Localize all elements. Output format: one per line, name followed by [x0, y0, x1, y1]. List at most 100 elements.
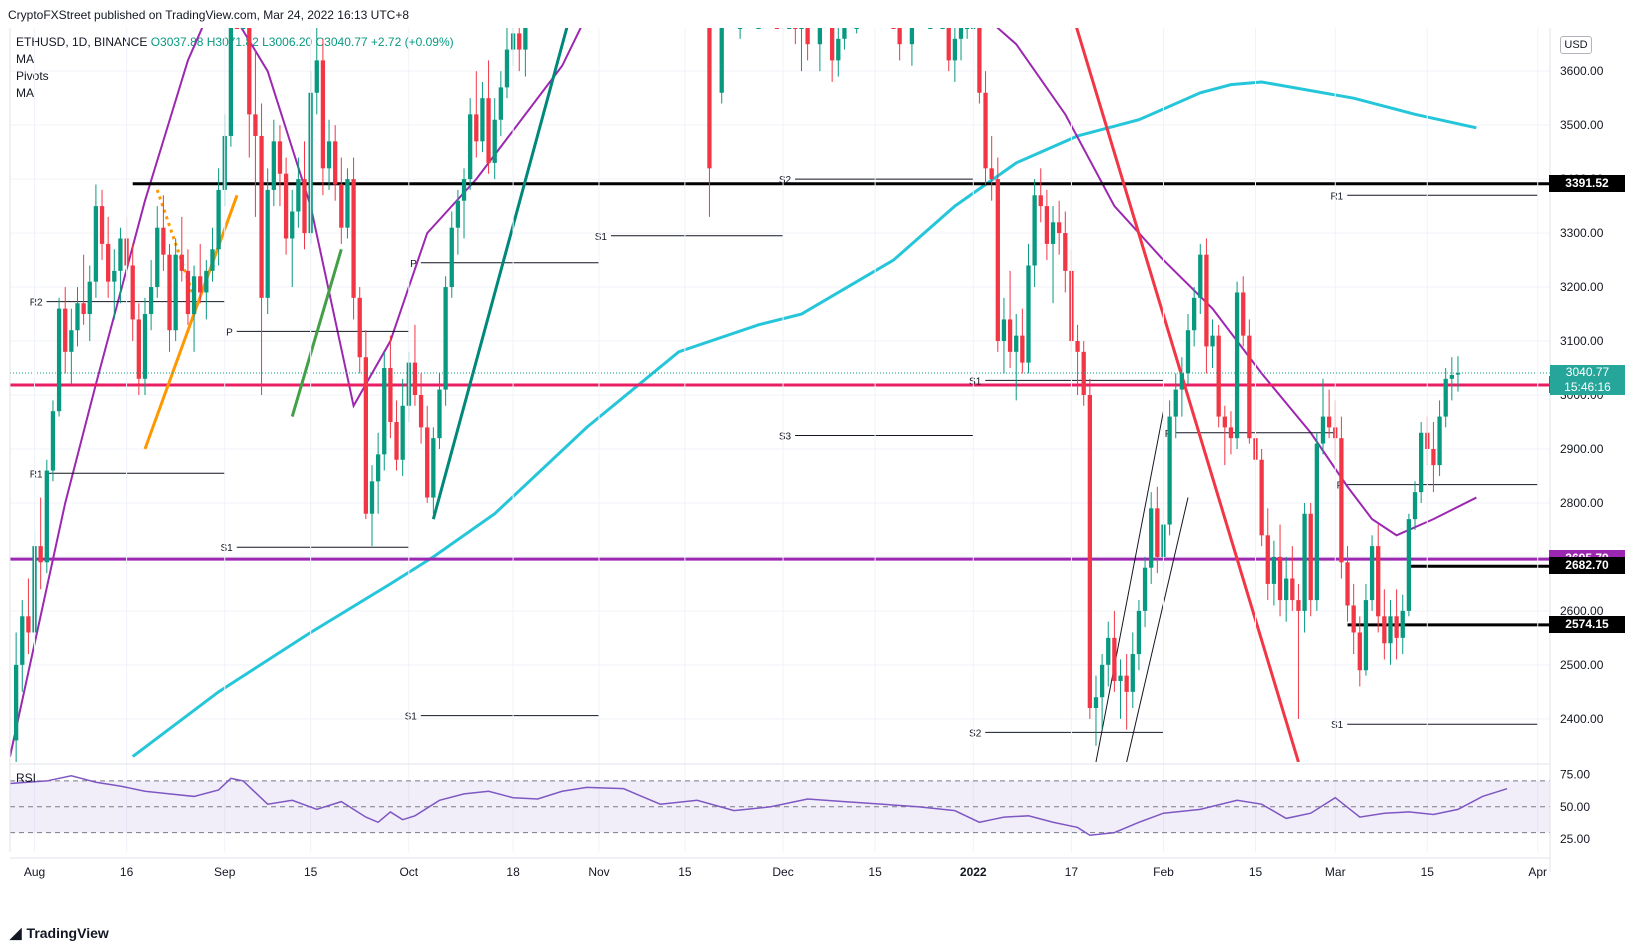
candle-up — [492, 119, 497, 163]
tradingview-brand: ◢ TradingView — [10, 924, 109, 942]
candle-down — [793, 28, 798, 29]
candle-down — [1063, 233, 1068, 271]
candle-up — [69, 330, 74, 352]
currency-button[interactable]: USD — [1560, 36, 1592, 54]
candle-up — [210, 249, 215, 271]
candle-down — [1087, 395, 1092, 709]
candle-up — [1093, 697, 1099, 709]
candle-up — [375, 454, 381, 482]
candle-down — [302, 179, 307, 234]
indicator-pivots[interactable]: Pivots — [16, 69, 49, 83]
x-tick-label: 16 — [120, 865, 134, 879]
candle-up — [1320, 416, 1326, 444]
candle-down — [283, 173, 289, 239]
candle-up — [75, 303, 80, 331]
candle-down — [1345, 562, 1350, 606]
candle-down — [1222, 416, 1227, 428]
candle-down — [983, 92, 988, 169]
candle-down — [1020, 335, 1025, 363]
candle-up — [449, 227, 454, 288]
candle-up — [1179, 373, 1185, 390]
candle-down — [1081, 351, 1086, 395]
candle-down — [425, 427, 430, 498]
candle-up — [1167, 416, 1172, 525]
candle-up — [1106, 637, 1111, 665]
tradingview-logo-icon: ◢ — [10, 925, 22, 942]
candle-down — [1044, 206, 1050, 244]
candle-up — [498, 87, 503, 120]
candle-up — [461, 179, 467, 201]
rsi-tick-label: 75.00 — [1560, 767, 1590, 781]
candle-up — [1014, 335, 1019, 352]
candle-up — [480, 98, 485, 142]
pivot-label: S1 — [595, 232, 608, 243]
candle-up — [382, 368, 387, 455]
plot-area: R2R1PS1PS1S1S2S3S1S2PR1PS1 — [10, 28, 1550, 762]
indicator-ma-fast[interactable]: MA — [16, 52, 34, 66]
candle-down — [63, 308, 68, 352]
candle-down — [1038, 195, 1043, 207]
candle-down — [1277, 556, 1283, 601]
candle-up — [228, 28, 234, 136]
candle-down — [1326, 416, 1332, 428]
candle-up — [56, 308, 62, 412]
candle-up — [1130, 654, 1135, 692]
candle-up — [142, 314, 148, 379]
candle-up — [271, 141, 276, 190]
candle-up — [87, 281, 92, 315]
candle-up — [93, 206, 99, 282]
candle-up — [13, 664, 19, 741]
chart-legend: ETHUSD, 1D, BINANCE O3037.88 H3071.82 L3… — [16, 34, 454, 102]
candle-up — [1369, 546, 1375, 601]
candle-down — [339, 184, 344, 228]
candle-up — [928, 28, 933, 29]
x-tick-label: 15 — [1249, 865, 1263, 879]
pivot-label: R2 — [30, 298, 43, 309]
candle-down — [1228, 427, 1234, 439]
candle-up — [155, 227, 160, 288]
candle-down — [38, 546, 43, 563]
candle-up — [112, 270, 117, 282]
candle-up — [1406, 519, 1412, 611]
candle-up — [1118, 675, 1123, 682]
pivot-label: P — [226, 327, 233, 338]
candle-down — [1339, 438, 1344, 563]
candle-up — [1050, 222, 1056, 244]
candle-down — [1265, 535, 1270, 584]
candle-down — [995, 179, 1000, 342]
y-tick-label: 3500.00 — [1560, 118, 1604, 132]
candle-down — [351, 179, 356, 298]
candle-up — [1284, 578, 1289, 601]
candle-up — [1419, 432, 1424, 493]
x-tick-label: 17 — [1065, 865, 1079, 879]
candle-down — [357, 297, 362, 358]
candle-up — [1099, 664, 1105, 698]
candle-up — [952, 38, 958, 61]
pivot-label: S1 — [969, 376, 982, 387]
candle-up — [964, 28, 970, 29]
indicator-ma-slow[interactable]: MA — [16, 86, 34, 100]
candle-down — [1351, 605, 1356, 633]
x-tick-label: Mar — [1325, 865, 1346, 879]
candle-up — [314, 60, 319, 93]
candle-up — [443, 287, 448, 390]
candle-up — [1271, 556, 1277, 584]
candle-down — [418, 395, 424, 428]
price-label-3: 2682.70 — [1549, 557, 1625, 575]
x-tick-label: 15 — [868, 865, 882, 879]
candle-up — [369, 481, 375, 514]
candle-down — [1376, 546, 1381, 617]
candle-down — [1394, 616, 1399, 638]
candle-up — [1142, 567, 1148, 611]
candle-down — [486, 98, 491, 163]
candle-up — [1185, 330, 1191, 374]
candle-down — [1241, 292, 1246, 336]
symbol-label[interactable]: ETHUSD, 1D, BINANCE — [16, 35, 148, 49]
x-tick-label: 18 — [506, 865, 520, 879]
candle-down — [234, 28, 240, 29]
trend-teal-line — [431, 28, 569, 520]
y-tick-label: 3300.00 — [1560, 226, 1604, 240]
candle-down — [394, 421, 399, 460]
candle-up — [265, 189, 270, 298]
